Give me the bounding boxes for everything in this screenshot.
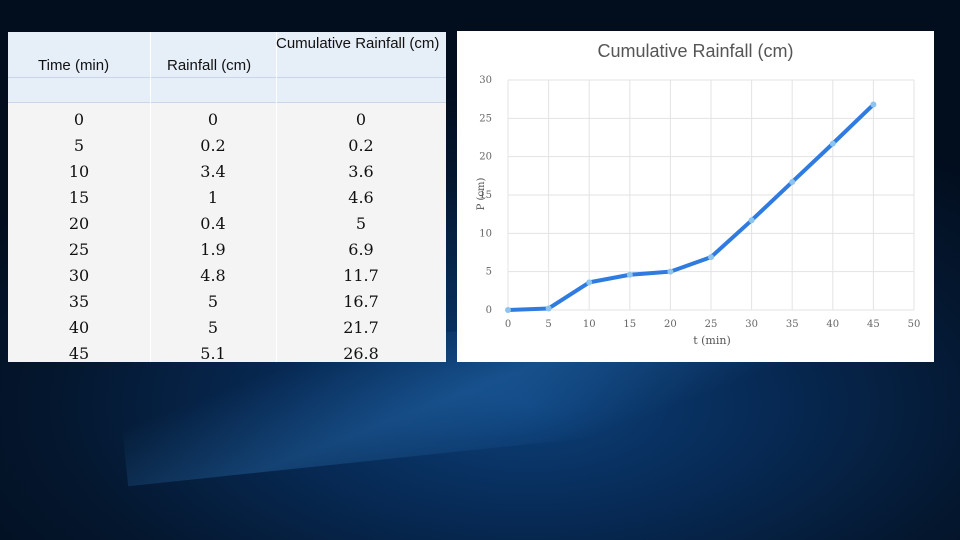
data-point [870, 101, 877, 108]
rainfall-cell: 5 [207, 318, 219, 337]
column-divider [150, 32, 151, 362]
rainfall-cell: 0.2 [200, 136, 226, 155]
time-cell: 25 [68, 240, 90, 259]
column-divider [276, 32, 277, 362]
cumulative-rainfall-line [507, 103, 875, 312]
cumulative-cell: 16.7 [343, 292, 379, 311]
cumulative-cell: 21.7 [343, 318, 379, 337]
chart-panel: Cumulative Rainfall (cm) 0 5 10 15 20 25 30 35 4… [457, 31, 934, 362]
data-point [708, 254, 714, 261]
table-row: 40 5 21.7 [8, 315, 446, 341]
time-cell: 5 [73, 136, 85, 155]
data-point [789, 178, 796, 185]
cumulative-cell: 3.6 [348, 162, 374, 181]
data-point [545, 305, 552, 312]
table-bands [8, 32, 446, 362]
table-row: 15 1 4.6 [8, 185, 446, 211]
rainfall-cell: 5.1 [200, 344, 226, 363]
x-tick-label: 5 [545, 319, 551, 330]
grid [507, 79, 915, 311]
time-cell: 35 [68, 292, 90, 311]
table-row: 10 3.4 3.6 [8, 159, 446, 185]
x-tick-label: 30 [745, 319, 758, 330]
y-tick-label: 20 [479, 152, 492, 163]
rainfall-cell: 3.4 [200, 162, 226, 181]
y-tick-label: 10 [479, 228, 492, 239]
cumulative-cell: 26.8 [343, 344, 379, 363]
x-tick-label: 50 [908, 319, 921, 330]
table-header-band [8, 32, 446, 77]
table-row: 45 5.1 26.8 [8, 341, 446, 367]
y-tick-label: 30 [479, 75, 492, 86]
time-cell: 15 [68, 188, 90, 207]
table-row: 25 1.9 6.9 [8, 237, 446, 263]
x-tick-label: 10 [583, 319, 596, 330]
data-point [829, 140, 836, 147]
rainfall-table: Time (min) Rainfall (cm) Cumulative Rain… [8, 32, 446, 363]
rainfall-cell: 1 [207, 188, 219, 207]
data-point [626, 271, 633, 278]
header-cumulative: Cumulative Rainfall (cm) [276, 35, 440, 52]
table-row: 5 0.2 0.2 [8, 133, 446, 159]
data-point [586, 279, 593, 286]
cumulative-cell: 0.2 [348, 136, 374, 155]
time-cell: 10 [68, 162, 90, 181]
chart-title: Cumulative Rainfall (cm) [597, 41, 794, 61]
time-cell: 30 [68, 266, 90, 285]
x-tick-label: 15 [623, 319, 636, 330]
time-cell: 40 [68, 318, 90, 337]
header-time: Time (min) [38, 57, 110, 74]
data-point [667, 268, 674, 275]
y-tick-label: 5 [486, 267, 492, 278]
series [505, 101, 877, 313]
data-point [748, 217, 755, 224]
x-tick-label: 45 [867, 319, 880, 330]
x-tick-label: 20 [664, 319, 677, 330]
cumulative-cell: 4.6 [348, 188, 374, 207]
table-row: 0 0 0 [8, 107, 446, 133]
cumulative-cell: 6.9 [348, 240, 374, 259]
header-rainfall: Rainfall (cm) [167, 57, 252, 74]
table-row: 35 5 16.7 [8, 289, 446, 315]
x-tick-label: 25 [705, 319, 718, 330]
table-header-strip [8, 77, 446, 103]
x-axis-label: t (min) [693, 334, 731, 347]
table-row: 20 0.4 5 [8, 211, 446, 237]
rainfall-cell: 4.8 [200, 266, 226, 285]
rainfall-cell: 0.4 [200, 214, 226, 233]
time-cell: 0 [73, 110, 85, 129]
cumulative-cell: 5 [355, 214, 367, 233]
rainfall-cell: 0 [207, 110, 219, 129]
axes: 0 5 10 15 20 25 30 35 40 45 50 0 5 10 15 20 25 30 [479, 75, 920, 330]
y-tick-label: 0 [486, 305, 492, 316]
time-cell: 45 [68, 344, 90, 363]
cumulative-cell: 11.7 [343, 266, 379, 285]
y-tick-label: 15 [479, 190, 492, 201]
y-tick-label: 25 [479, 113, 492, 124]
table-row: 30 4.8 11.7 [8, 263, 446, 289]
rainfall-cell: 1.9 [200, 240, 226, 259]
x-tick-label: 40 [826, 319, 839, 330]
y-axis-label: P (cm) [476, 178, 487, 211]
data-point [505, 307, 511, 313]
cumulative-cell: 0 [355, 110, 367, 129]
x-tick-label: 35 [786, 319, 799, 330]
time-cell: 20 [68, 214, 90, 233]
x-tick-label: 0 [505, 319, 511, 330]
rainfall-cell: 5 [207, 292, 219, 311]
